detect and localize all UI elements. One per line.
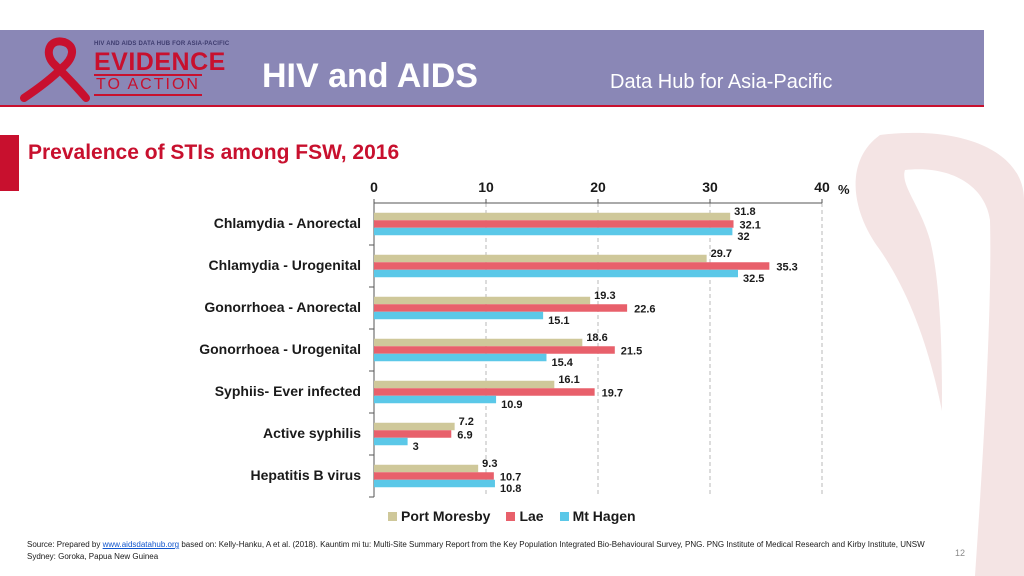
bar-mt-hagen-gonorrhoea-anorectal [374, 311, 544, 320]
bar-port-moresby-gonorrhoea-anorectal [374, 296, 591, 305]
category-label-chlamydia-urogenital: Chlamydia - Urogenital [208, 257, 361, 273]
data-label-mt-hagen-syphiis-ever-infected: 10.9 [501, 399, 522, 411]
bar-port-moresby-chlamydia-anorectal [374, 212, 731, 221]
x-tick-label: 10 [478, 179, 494, 195]
data-label-lae-gonorrhoea-urogenital: 21.5 [621, 345, 642, 357]
data-label-port-moresby-gonorrhoea-urogenital: 18.6 [586, 332, 607, 344]
legend-item-port-moresby: Port Moresby [388, 508, 490, 524]
title-accent-bar [0, 135, 19, 191]
bar-lae-gonorrhoea-anorectal [374, 304, 628, 312]
x-tick-label: 20 [590, 179, 606, 195]
chart-title: Prevalence of STIs among FSW, 2016 [28, 141, 400, 164]
bar-lae-gonorrhoea-urogenital [374, 346, 615, 354]
category-label-chlamydia-anorectal: Chlamydia - Anorectal [213, 215, 361, 231]
data-label-port-moresby-chlamydia-anorectal: 31.8 [734, 206, 755, 218]
data-label-lae-hepatitis-b-virus: 10.7 [500, 471, 521, 483]
data-label-lae-gonorrhoea-anorectal: 22.6 [634, 303, 655, 315]
data-label-mt-hagen-chlamydia-urogenital: 32.5 [743, 273, 764, 285]
bar-mt-hagen-hepatitis-b-virus [374, 479, 495, 488]
data-label-lae-syphiis-ever-infected: 19.7 [602, 387, 623, 399]
logo-wordmark-evidence: EVIDENCE [94, 48, 226, 76]
data-label-mt-hagen-chlamydia-anorectal: 32 [737, 231, 749, 243]
x-tick-label: 40 [814, 179, 830, 195]
x-tick-label: 30 [702, 179, 718, 195]
source-link[interactable]: www.aidsdatahub.org [102, 540, 180, 549]
bar-mt-hagen-chlamydia-urogenital [374, 269, 738, 278]
bar-mt-hagen-active-syphilis [374, 437, 408, 446]
bar-port-moresby-gonorrhoea-urogenital [374, 338, 583, 347]
data-label-port-moresby-syphiis-ever-infected: 16.1 [558, 374, 579, 386]
data-label-port-moresby-hepatitis-b-virus: 9.3 [482, 458, 497, 470]
source-note: Source: Prepared by www.aidsdatahub.org … [27, 539, 947, 563]
legend-swatch-lae [506, 511, 516, 521]
legend-item-mt-hagen: Mt Hagen [559, 508, 636, 524]
category-label-syphiis-ever-infected: Syphiis- Ever infected [214, 383, 361, 399]
header-divider [0, 105, 984, 107]
bar-port-moresby-hepatitis-b-virus [374, 464, 479, 473]
data-label-mt-hagen-hepatitis-b-virus: 10.8 [500, 483, 521, 495]
bar-mt-hagen-gonorrhoea-urogenital [374, 353, 547, 362]
source-prefix: Source: Prepared by [27, 540, 103, 549]
x-tick-label: 0 [370, 179, 378, 195]
data-label-port-moresby-active-syphilis: 7.2 [459, 416, 474, 428]
data-label-mt-hagen-gonorrhoea-urogenital: 15.4 [551, 357, 573, 369]
data-label-lae-active-syphilis: 6.9 [457, 429, 472, 441]
app-subtitle: Data Hub for Asia-Pacific [610, 71, 833, 93]
logo-wordmark-to-action: TO ACTION [94, 74, 202, 96]
data-label-lae-chlamydia-anorectal: 32.1 [740, 219, 761, 231]
page-number: 12 [955, 548, 966, 558]
legend-label-port-moresby: Port Moresby [401, 508, 491, 524]
x-unit-label: % [838, 182, 850, 197]
source-text: based on: Kelly-Hanku, A et al. (2018). … [27, 540, 925, 561]
bar-mt-hagen-syphiis-ever-infected [374, 395, 497, 404]
bar-port-moresby-syphiis-ever-infected [374, 380, 555, 389]
app-title: HIV and AIDS [262, 57, 478, 95]
legend-label-lae: Lae [519, 508, 544, 524]
data-label-mt-hagen-active-syphilis: 3 [413, 441, 419, 453]
legend-item-lae: Lae [506, 508, 544, 524]
bar-lae-syphiis-ever-infected [374, 388, 595, 396]
red-ribbon-icon [20, 37, 90, 102]
bar-lae-chlamydia-anorectal [374, 220, 734, 228]
bar-lae-active-syphilis [374, 430, 452, 438]
data-label-port-moresby-chlamydia-urogenital: 29.7 [711, 248, 732, 260]
category-label-gonorrhoea-urogenital: Gonorrhoea - Urogenital [199, 341, 361, 357]
category-label-hepatitis-b-virus: Hepatitis B virus [250, 467, 361, 483]
logo-tagline: HIV AND AIDS DATA HUB FOR ASIA-PACIFIC [94, 41, 230, 47]
bar-lae-hepatitis-b-virus [374, 472, 494, 480]
legend-swatch-mt-hagen [559, 511, 569, 521]
bar-mt-hagen-chlamydia-anorectal [374, 227, 733, 236]
data-label-lae-chlamydia-urogenital: 35.3 [776, 261, 797, 273]
legend-label-mt-hagen: Mt Hagen [572, 508, 636, 524]
legend-swatch-port-moresby [388, 511, 397, 521]
data-label-mt-hagen-gonorrhoea-anorectal: 15.1 [548, 315, 569, 327]
evidence-to-action-logo: HIV AND AIDS DATA HUB FOR ASIA-PACIFIC E… [14, 36, 244, 102]
data-label-port-moresby-gonorrhoea-anorectal: 19.3 [594, 290, 615, 302]
category-label-active-syphilis: Active syphilis [262, 425, 361, 441]
bar-lae-chlamydia-urogenital [374, 262, 770, 270]
chart-legend: Port Moresby Lae Mt Hagen [388, 508, 652, 524]
bar-port-moresby-chlamydia-urogenital [374, 254, 707, 263]
category-label-gonorrhoea-anorectal: Gonorrhoea - Anorectal [204, 299, 361, 315]
bar-port-moresby-active-syphilis [374, 422, 455, 431]
header-band [0, 30, 984, 105]
